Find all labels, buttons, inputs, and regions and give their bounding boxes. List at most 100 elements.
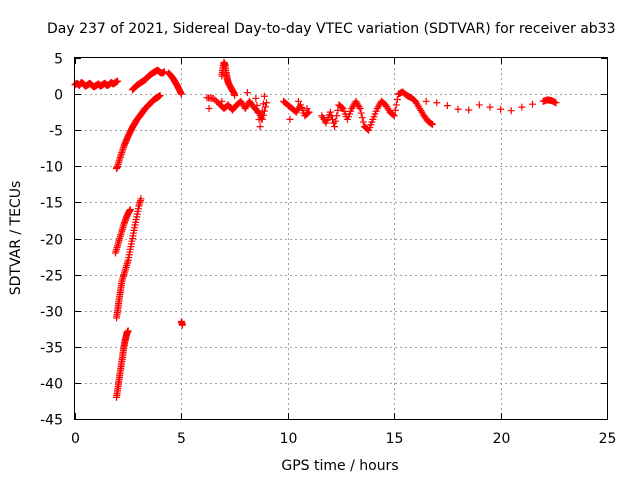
series-cluster-12-16h: [318, 88, 437, 134]
data-point: [454, 105, 462, 113]
data-point: [304, 109, 312, 117]
data-point: [119, 222, 127, 230]
x-tick-label: 20: [493, 431, 511, 447]
data-point: [422, 115, 430, 123]
data-point: [433, 99, 441, 107]
data-point: [551, 98, 559, 106]
data-point: [426, 119, 434, 127]
data-point: [328, 115, 336, 123]
data-point: [331, 123, 339, 131]
data-point: [338, 104, 346, 112]
data-point: [529, 100, 537, 108]
data-point: [208, 94, 216, 102]
data-point: [259, 111, 267, 119]
data-point: [443, 102, 451, 110]
data-point: [389, 111, 397, 119]
data-point: [333, 112, 341, 120]
data-point: [115, 236, 123, 244]
data-point: [252, 94, 260, 102]
data-point: [257, 115, 265, 123]
data-point: [260, 92, 268, 100]
data-point: [391, 106, 399, 114]
data-point: [118, 280, 126, 288]
data-point: [422, 97, 430, 105]
series-arc-16-23h: [422, 96, 560, 115]
data-point: [115, 157, 123, 165]
data-point: [136, 197, 144, 205]
y-tick-label: -20: [40, 233, 63, 249]
data-point: [303, 110, 311, 118]
data-point: [259, 100, 267, 108]
data-point: [486, 103, 494, 111]
data-point: [393, 96, 401, 104]
data-point: [409, 96, 417, 104]
chart-title: Day 237 of 2021, Sidereal Day-to-day VTE…: [47, 21, 616, 37]
data-point: [334, 106, 342, 114]
data-point: [119, 272, 127, 280]
data-point: [337, 103, 345, 111]
y-tick-label: -25: [40, 269, 63, 285]
data-point: [126, 248, 134, 256]
data-point: [497, 105, 505, 113]
series-arc-flat-start: [71, 77, 122, 91]
data-point: [359, 118, 367, 126]
data-point: [294, 97, 302, 105]
data-point: [286, 115, 294, 123]
data-point: [358, 114, 366, 122]
y-tick-label: -5: [49, 124, 63, 140]
data-point: [205, 105, 213, 113]
y-tick-label: -15: [40, 196, 63, 212]
data-point: [243, 89, 251, 97]
data-point: [263, 99, 271, 107]
data-point: [357, 109, 365, 117]
x-tick-label: 15: [386, 431, 404, 447]
data-point: [415, 103, 423, 111]
y-tick-label: -35: [40, 341, 63, 357]
x-tick-label: 0: [71, 431, 80, 447]
data-point: [124, 327, 132, 335]
y-tick-label: -40: [40, 377, 63, 393]
x-tick-label: 25: [599, 431, 617, 447]
data-point: [248, 100, 256, 108]
series-cluster-10-12h: [280, 97, 313, 123]
series-arc-rising-main: [112, 92, 164, 172]
data-point: [258, 107, 266, 115]
series-arc-deep-1: [111, 206, 134, 257]
data-point: [117, 150, 125, 158]
data-point: [475, 101, 483, 109]
series-cluster-6-9h: [203, 89, 271, 131]
series-arc-fall-4h: [165, 69, 185, 98]
data-point: [254, 109, 262, 117]
data-point: [388, 110, 396, 118]
y-axis-ticks: 5 0 -5 -10 -15 -20 -25 -30 -35 -40 -45: [40, 52, 607, 429]
x-axis-label: GPS time / hours: [281, 458, 398, 474]
data-point: [113, 77, 121, 85]
grid-lines: [75, 58, 607, 419]
data-point: [380, 99, 388, 107]
data-point: [177, 89, 185, 97]
data-point: [332, 117, 340, 125]
series-arc-7h: [218, 58, 239, 98]
data-point: [256, 123, 264, 131]
data-point: [126, 207, 134, 215]
series-arc-rising-upper: [128, 66, 168, 94]
data-point: [132, 216, 140, 224]
data-point: [518, 103, 526, 111]
data-point: [122, 265, 130, 273]
y-tick-label: -30: [40, 305, 63, 321]
data-point: [160, 68, 168, 76]
data-point: [392, 101, 400, 109]
data-point: [117, 229, 125, 237]
data-point: [253, 101, 261, 109]
data-point: [231, 92, 239, 100]
series-isolated-5h: [177, 318, 186, 329]
series-arc-deep-3: [112, 327, 132, 401]
y-tick-label: 0: [54, 88, 63, 104]
data-points: [71, 58, 560, 401]
data-point: [124, 258, 132, 266]
data-point: [213, 97, 221, 105]
data-point: [465, 106, 473, 114]
data-point: [113, 244, 121, 252]
data-point: [231, 103, 239, 111]
